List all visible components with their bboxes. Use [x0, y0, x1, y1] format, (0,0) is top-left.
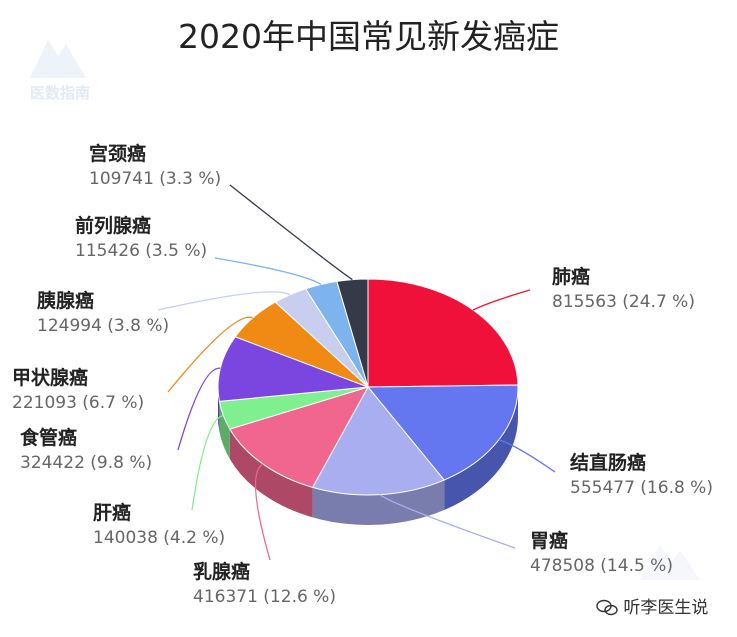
slice-label-name-2: 胃癌 — [530, 529, 568, 552]
slice-5 — [217, 336, 369, 402]
leader-line-6 — [167, 316, 253, 393]
pie-top-slices — [217, 278, 519, 496]
slice-label-name-1: 结直肠癌 — [570, 451, 646, 474]
slice-label-value-0: 815563 (24.7 %) — [552, 292, 695, 312]
slice-label-name-5: 食管癌 — [20, 426, 77, 449]
leader-line-8 — [214, 257, 322, 285]
slice-label-name-4: 肝癌 — [93, 501, 131, 524]
slice-side-2 — [312, 480, 445, 525]
slice-2 — [311, 386, 445, 496]
slice-label-value-3: 416371 (12.6 %) — [193, 587, 336, 607]
slice-label-value-4: 140038 (4.2 %) — [93, 528, 225, 548]
slice-label-name-6: 甲状腺癌 — [12, 366, 88, 389]
leader-line-4 — [191, 414, 224, 511]
slice-label-value-9: 109741 (3.3 %) — [89, 169, 221, 189]
chart-title: 2020年中国常见新发癌症 — [178, 17, 559, 56]
leader-line-3 — [254, 463, 271, 561]
slice-label-value-5: 324422 (9.8 %) — [20, 453, 152, 473]
slice-side-1 — [444, 387, 518, 511]
watermark-text: 医数指南 — [30, 84, 90, 102]
leader-line-0 — [472, 289, 531, 311]
slice-0 — [367, 278, 519, 388]
slice-1 — [366, 384, 519, 481]
slice-label-name-9: 宫颈癌 — [89, 142, 146, 165]
slice-label-name-7: 胰腺癌 — [36, 289, 94, 312]
leader-lines — [157, 184, 556, 561]
slice-label-value-8: 115426 (3.5 %) — [75, 241, 207, 261]
slice-labels: 肺癌 815563 (24.7 %) 结直肠癌 555477 (16.8 %) 胃癌 47… — [12, 142, 713, 607]
leader-line-2 — [379, 494, 516, 549]
slice-label-value-2: 478508 (14.5 %) — [530, 556, 673, 576]
slice-label-name-3: 乳腺癌 — [193, 560, 250, 583]
watermark-bottom-right — [640, 545, 700, 580]
watermark-top-left: 医数指南 — [30, 40, 90, 102]
leader-line-7 — [157, 291, 291, 311]
leader-line-5 — [177, 367, 221, 451]
account-name: 听李医生说 — [623, 598, 709, 618]
slice-label-value-6: 221093 (6.7 %) — [12, 393, 144, 413]
leader-line-9 — [229, 184, 353, 281]
slice-side-3 — [229, 429, 313, 518]
wechat-icon — [596, 599, 618, 616]
wechat-account: 听李医生说 — [596, 593, 708, 618]
slice-9 — [336, 278, 369, 388]
slice-label-name-0: 肺癌 — [552, 265, 590, 288]
leader-line-1 — [498, 439, 556, 473]
slice-label-value-7: 124994 (3.8 %) — [37, 316, 169, 336]
slice-label-value-1: 555477 (16.8 %) — [570, 478, 713, 498]
slice-label-name-8: 前列腺癌 — [75, 214, 151, 237]
